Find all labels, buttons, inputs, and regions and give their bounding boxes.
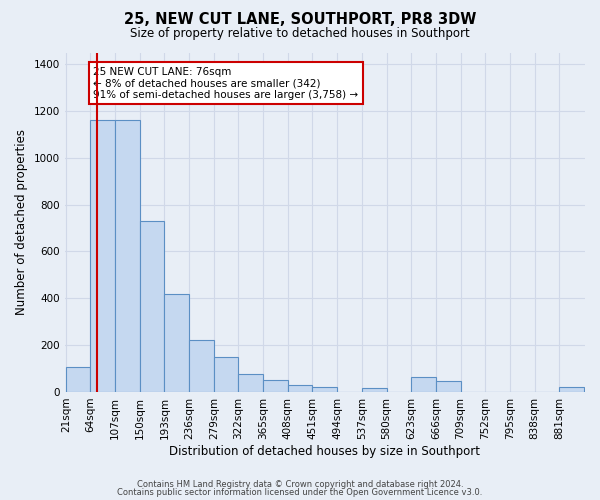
Bar	[362, 388, 386, 392]
Y-axis label: Number of detached properties: Number of detached properties	[15, 129, 28, 315]
Bar	[189, 340, 214, 392]
Bar	[66, 368, 91, 392]
Bar	[559, 388, 584, 392]
Text: 25, NEW CUT LANE, SOUTHPORT, PR8 3DW: 25, NEW CUT LANE, SOUTHPORT, PR8 3DW	[124, 12, 476, 28]
Bar	[91, 120, 115, 392]
Text: 25 NEW CUT LANE: 76sqm
← 8% of detached houses are smaller (342)
91% of semi-det: 25 NEW CUT LANE: 76sqm ← 8% of detached …	[94, 66, 358, 100]
Bar	[164, 294, 189, 392]
Bar	[115, 120, 140, 392]
Bar	[263, 380, 288, 392]
X-axis label: Distribution of detached houses by size in Southport: Distribution of detached houses by size …	[169, 444, 481, 458]
Bar	[214, 357, 238, 392]
Bar	[238, 374, 263, 392]
Bar	[140, 221, 164, 392]
Bar	[288, 385, 313, 392]
Bar	[411, 376, 436, 392]
Text: Contains public sector information licensed under the Open Government Licence v3: Contains public sector information licen…	[118, 488, 482, 497]
Text: Contains HM Land Registry data © Crown copyright and database right 2024.: Contains HM Land Registry data © Crown c…	[137, 480, 463, 489]
Text: Size of property relative to detached houses in Southport: Size of property relative to detached ho…	[130, 28, 470, 40]
Bar	[313, 388, 337, 392]
Bar	[436, 382, 461, 392]
